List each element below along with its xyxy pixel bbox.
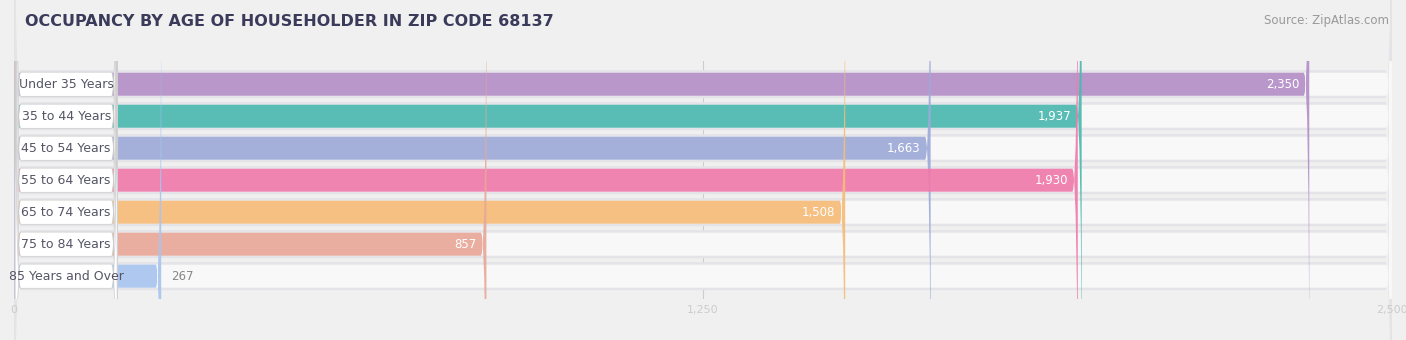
FancyBboxPatch shape (14, 0, 1392, 340)
FancyBboxPatch shape (14, 0, 1392, 340)
FancyBboxPatch shape (14, 0, 1392, 340)
Text: 75 to 84 Years: 75 to 84 Years (21, 238, 111, 251)
FancyBboxPatch shape (14, 0, 1078, 340)
Text: 65 to 74 Years: 65 to 74 Years (21, 206, 111, 219)
FancyBboxPatch shape (14, 0, 1392, 340)
Text: Under 35 Years: Under 35 Years (18, 78, 114, 91)
FancyBboxPatch shape (14, 0, 1392, 340)
FancyBboxPatch shape (14, 0, 1309, 340)
Text: OCCUPANCY BY AGE OF HOUSEHOLDER IN ZIP CODE 68137: OCCUPANCY BY AGE OF HOUSEHOLDER IN ZIP C… (25, 14, 554, 29)
FancyBboxPatch shape (14, 0, 1392, 340)
FancyBboxPatch shape (15, 0, 117, 340)
Text: 1,663: 1,663 (887, 142, 921, 155)
FancyBboxPatch shape (14, 0, 1392, 340)
Text: 45 to 54 Years: 45 to 54 Years (21, 142, 111, 155)
Text: 85 Years and Over: 85 Years and Over (8, 270, 124, 283)
FancyBboxPatch shape (14, 0, 1392, 340)
Text: 267: 267 (172, 270, 194, 283)
Text: 2,350: 2,350 (1265, 78, 1299, 91)
Text: 55 to 64 Years: 55 to 64 Years (21, 174, 111, 187)
FancyBboxPatch shape (15, 0, 117, 340)
Text: 1,930: 1,930 (1035, 174, 1069, 187)
FancyBboxPatch shape (15, 0, 117, 340)
FancyBboxPatch shape (14, 0, 1392, 340)
FancyBboxPatch shape (14, 0, 931, 340)
FancyBboxPatch shape (14, 0, 1081, 340)
FancyBboxPatch shape (14, 0, 1392, 340)
Text: 35 to 44 Years: 35 to 44 Years (21, 110, 111, 123)
FancyBboxPatch shape (14, 0, 1392, 340)
FancyBboxPatch shape (15, 0, 117, 340)
FancyBboxPatch shape (14, 0, 845, 340)
FancyBboxPatch shape (15, 0, 117, 340)
FancyBboxPatch shape (15, 0, 117, 340)
FancyBboxPatch shape (14, 0, 162, 340)
FancyBboxPatch shape (14, 0, 1392, 340)
FancyBboxPatch shape (14, 0, 1392, 340)
Text: 857: 857 (454, 238, 477, 251)
Text: 1,937: 1,937 (1038, 110, 1071, 123)
Text: 1,508: 1,508 (801, 206, 835, 219)
FancyBboxPatch shape (14, 0, 486, 340)
FancyBboxPatch shape (14, 0, 1392, 340)
Text: Source: ZipAtlas.com: Source: ZipAtlas.com (1264, 14, 1389, 27)
FancyBboxPatch shape (15, 0, 117, 340)
